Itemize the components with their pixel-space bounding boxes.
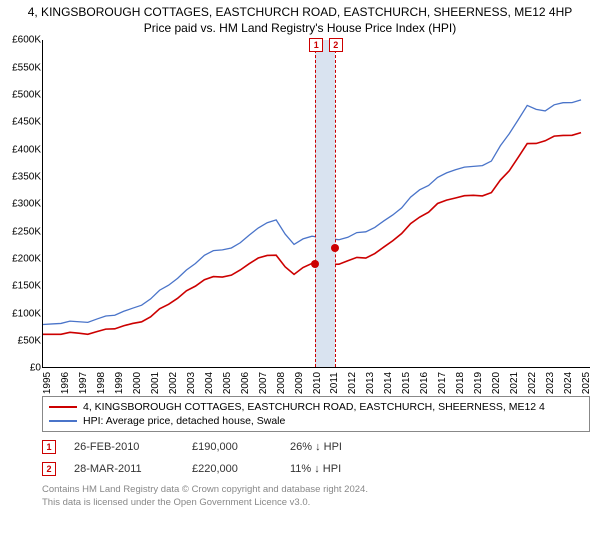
y-axis-label: £150K: [1, 281, 41, 292]
x-axis-label: 2015: [401, 372, 412, 394]
x-axis-label: 2018: [455, 372, 466, 394]
x-axis-label: 2025: [581, 372, 592, 394]
plot-region: £0£50K£100K£150K£200K£250K£300K£350K£400…: [42, 40, 590, 368]
x-axis-label: 2019: [473, 372, 484, 394]
x-axis-label: 2013: [365, 372, 376, 394]
x-axis-label: 2020: [491, 372, 502, 394]
tx-date: 26-FEB-2010: [74, 441, 174, 453]
x-axis-label: 2014: [383, 372, 394, 394]
y-axis-label: £600K: [1, 35, 41, 46]
x-axis-label: 1997: [78, 372, 89, 394]
tx-pct: 11% ↓ HPI: [290, 463, 400, 475]
x-axis-label: 2000: [132, 372, 143, 394]
chart-title: 4, KINGSBOROUGH COTTAGES, EASTCHURCH ROA…: [0, 0, 600, 36]
transaction-marker: 2: [329, 38, 343, 52]
x-axis-label: 2004: [204, 372, 215, 394]
y-axis-label: £100K: [1, 308, 41, 319]
legend-label: HPI: Average price, detached house, Swal…: [83, 415, 285, 427]
legend-row: HPI: Average price, detached house, Swal…: [49, 414, 583, 428]
legend-row: 4, KINGSBOROUGH COTTAGES, EASTCHURCH ROA…: [49, 400, 583, 414]
legend-label: 4, KINGSBOROUGH COTTAGES, EASTCHURCH ROA…: [83, 401, 545, 413]
y-axis-label: £550K: [1, 62, 41, 73]
x-axis-label: 2016: [419, 372, 430, 394]
x-axis-label: 2005: [222, 372, 233, 394]
x-axis-label: 2023: [545, 372, 556, 394]
transaction-vline: [315, 40, 316, 367]
transaction-row: 2 28-MAR-2011 £220,000 11% ↓ HPI: [42, 458, 590, 480]
tx-date: 28-MAR-2011: [74, 463, 174, 475]
y-axis-label: £250K: [1, 226, 41, 237]
tx-marker: 1: [42, 440, 56, 454]
y-axis-label: £500K: [1, 89, 41, 100]
x-axis-label: 2011: [329, 372, 340, 394]
x-axis-label: 2009: [294, 372, 305, 394]
x-axis-label: 2001: [150, 372, 161, 394]
y-axis-label: £350K: [1, 171, 41, 182]
x-axis-label: 2003: [186, 372, 197, 394]
tx-marker: 2: [42, 462, 56, 476]
series-line: [43, 100, 581, 325]
transaction-dot: [331, 244, 339, 252]
x-axis-label: 2007: [258, 372, 269, 394]
x-axis-label: 1998: [96, 372, 107, 394]
attribution-line: This data is licensed under the Open Gov…: [42, 497, 590, 509]
y-axis-label: £450K: [1, 117, 41, 128]
transaction-table: 1 26-FEB-2010 £190,000 26% ↓ HPI 2 28-MA…: [42, 436, 590, 480]
tx-price: £220,000: [192, 463, 272, 475]
y-axis-label: £400K: [1, 144, 41, 155]
title-line2: Price paid vs. HM Land Registry's House …: [0, 21, 600, 37]
x-axis-label: 2017: [437, 372, 448, 394]
x-axis-label: 2024: [563, 372, 574, 394]
chart-area: £0£50K£100K£150K£200K£250K£300K£350K£400…: [42, 40, 590, 390]
attribution: Contains HM Land Registry data © Crown c…: [42, 484, 590, 509]
tx-price: £190,000: [192, 441, 272, 453]
y-axis-label: £200K: [1, 253, 41, 264]
legend-swatch: [49, 420, 77, 422]
legend-box: 4, KINGSBOROUGH COTTAGES, EASTCHURCH ROA…: [42, 396, 590, 432]
transaction-marker: 1: [309, 38, 323, 52]
transaction-row: 1 26-FEB-2010 £190,000 26% ↓ HPI: [42, 436, 590, 458]
x-axis-label: 1995: [42, 372, 53, 394]
x-axis-label: 2006: [240, 372, 251, 394]
series-line: [43, 133, 581, 335]
x-axis-label: 2002: [168, 372, 179, 394]
x-axis-label: 2021: [509, 372, 520, 394]
highlight-band: [315, 40, 335, 367]
tx-pct: 26% ↓ HPI: [290, 441, 400, 453]
x-axis-label: 1999: [114, 372, 125, 394]
x-axis-label: 2012: [347, 372, 358, 394]
y-axis-label: £0: [1, 363, 41, 374]
x-axis-label: 1996: [60, 372, 71, 394]
x-axis-label: 2008: [276, 372, 287, 394]
y-axis-label: £300K: [1, 199, 41, 210]
transaction-dot: [311, 260, 319, 268]
title-line1: 4, KINGSBOROUGH COTTAGES, EASTCHURCH ROA…: [0, 5, 600, 21]
attribution-line: Contains HM Land Registry data © Crown c…: [42, 484, 590, 496]
legend-swatch: [49, 406, 77, 408]
transaction-vline: [335, 40, 336, 367]
y-axis-label: £50K: [1, 335, 41, 346]
x-axis-label: 2010: [312, 372, 323, 394]
x-axis-label: 2022: [527, 372, 538, 394]
